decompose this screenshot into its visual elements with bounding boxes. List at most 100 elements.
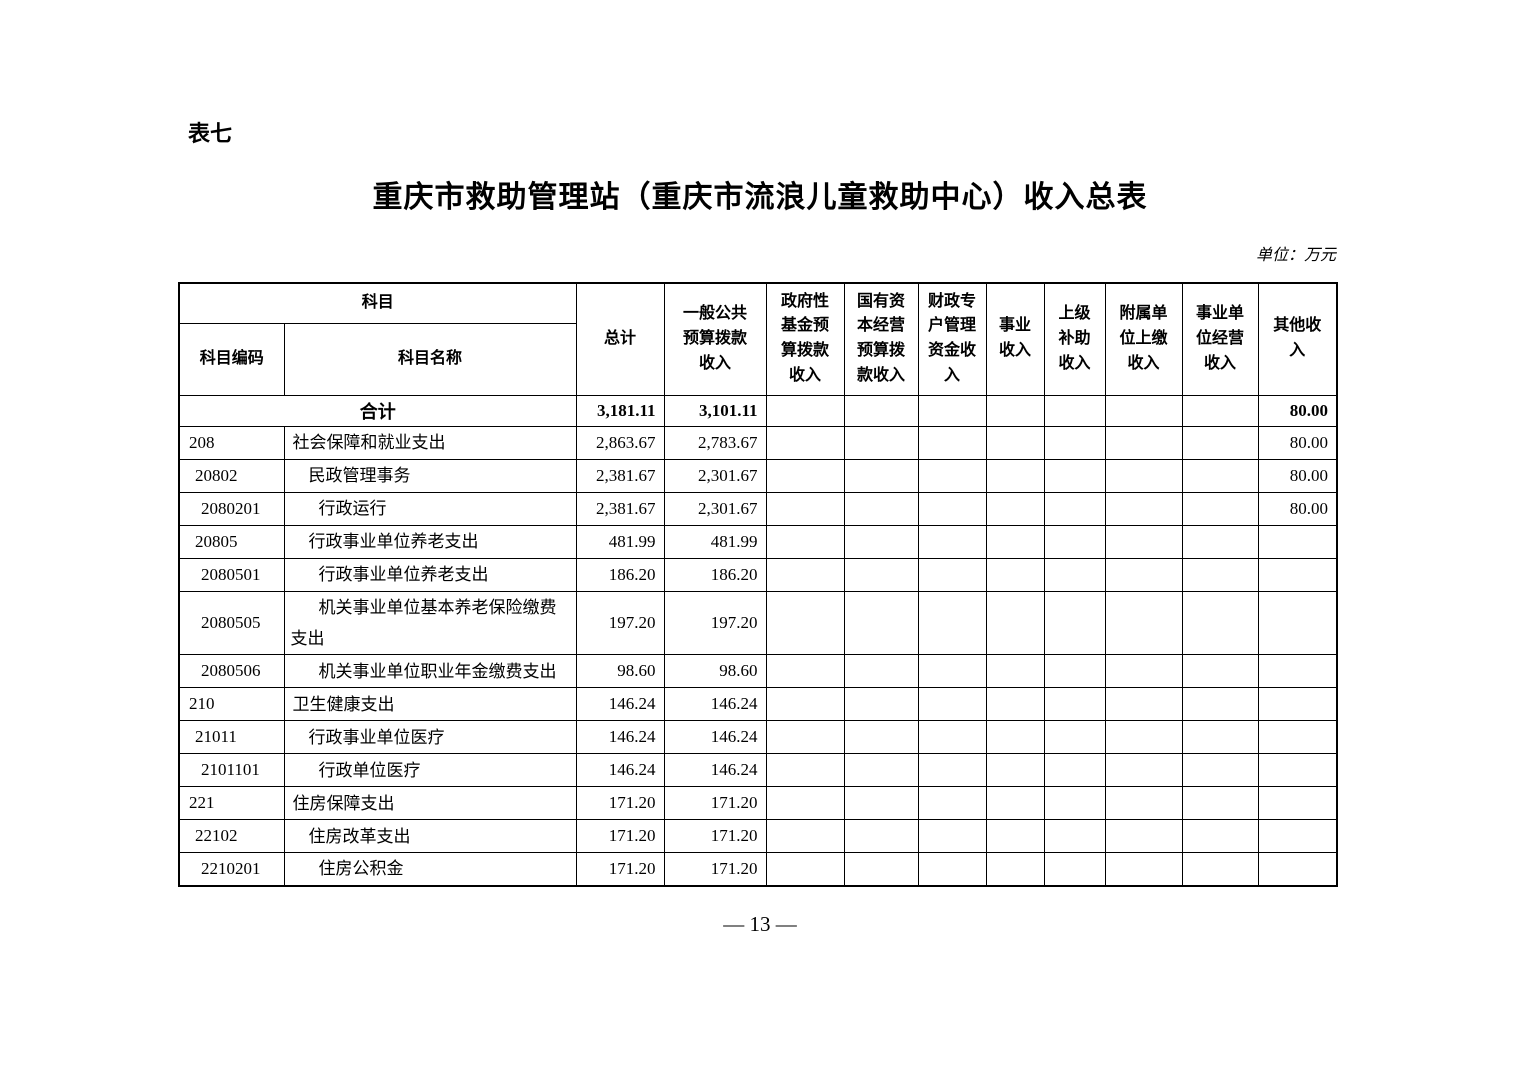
value-cell xyxy=(1043,720,1106,755)
value-cell: 146.24 xyxy=(575,687,665,722)
subject-name-cell: 行政事业单位养老支出 xyxy=(283,524,577,559)
table-label: 表七 xyxy=(188,121,233,146)
value-cell: 2,863.67 xyxy=(575,425,665,460)
value-cell xyxy=(985,590,1045,656)
subject-code-cell: 2101101 xyxy=(178,753,285,788)
subject-code-cell: 22102 xyxy=(178,819,285,854)
page-title: 重庆市救助管理站（重庆市流浪儿童救助中心）收入总表 xyxy=(372,181,1148,214)
value-cell xyxy=(917,786,987,821)
subject-name-cell: 住房改革支出 xyxy=(283,819,577,854)
value-cell xyxy=(1257,753,1338,788)
header-row-1: 科目 总计 一般公共 预算拨款 收入 政府性 基金预 算拨款 收入 国有资 本经… xyxy=(178,282,1338,396)
value-cell: 171.20 xyxy=(663,819,767,854)
value-cell xyxy=(985,458,1045,493)
value-cell: 171.20 xyxy=(663,786,767,821)
table-row: 2080505 机关事业单位基本养老保险缴费支出 197.20 197.20 xyxy=(178,590,1338,656)
col-header-superior-subsidy-income: 上级 补助 收入 xyxy=(1043,282,1106,396)
value-cell xyxy=(917,687,987,722)
subject-name-cell: 行政事业单位养老支出 xyxy=(283,557,577,592)
value-cell xyxy=(765,786,845,821)
table-row: 2080201 行政运行 2,381.67 2,301.67 80.00 xyxy=(178,491,1338,526)
value-cell xyxy=(1181,720,1259,755)
value-cell xyxy=(1104,394,1183,427)
value-cell xyxy=(843,852,919,887)
value-cell xyxy=(917,654,987,689)
value-cell xyxy=(1104,557,1183,592)
col-header-subject-code: 科目编码 xyxy=(178,322,285,396)
col-header-subject: 科目 xyxy=(178,282,577,324)
value-cell xyxy=(765,687,845,722)
value-cell xyxy=(1043,819,1106,854)
value-cell xyxy=(765,590,845,656)
col-header-subject-name: 科目名称 xyxy=(283,322,577,396)
table-row: 208 社会保障和就业支出 2,863.67 2,783.67 80.00 xyxy=(178,425,1338,460)
table-row: 20805 行政事业单位养老支出 481.99 481.99 xyxy=(178,524,1338,559)
value-cell xyxy=(1257,786,1338,821)
value-cell xyxy=(843,753,919,788)
value-cell xyxy=(765,720,845,755)
value-cell xyxy=(1104,590,1183,656)
value-cell xyxy=(843,394,919,427)
table-header: 科目 总计 一般公共 预算拨款 收入 政府性 基金预 算拨款 收入 国有资 本经… xyxy=(178,282,1338,396)
table-row: 22102 住房改革支出 171.20 171.20 xyxy=(178,819,1338,854)
value-cell xyxy=(1104,425,1183,460)
subject-code-cell: 21011 xyxy=(178,720,285,755)
value-cell: 80.00 xyxy=(1257,425,1338,460)
value-cell: 3,181.11 xyxy=(575,394,665,427)
subject-code-cell: 2080506 xyxy=(178,654,285,689)
subject-name-cell: 机关事业单位职业年金缴费支出 xyxy=(283,654,577,689)
value-cell xyxy=(985,786,1045,821)
value-cell xyxy=(1181,753,1259,788)
value-cell xyxy=(917,425,987,460)
value-cell xyxy=(1043,524,1106,559)
value-cell xyxy=(1181,590,1259,656)
value-cell: 197.20 xyxy=(575,590,665,656)
value-cell xyxy=(765,491,845,526)
value-cell xyxy=(1257,852,1338,887)
unit-note: 单位：万元 xyxy=(1255,247,1336,264)
value-cell: 171.20 xyxy=(575,786,665,821)
value-cell: 171.20 xyxy=(663,852,767,887)
value-cell xyxy=(765,458,845,493)
value-cell xyxy=(985,687,1045,722)
value-cell xyxy=(843,425,919,460)
value-cell xyxy=(765,654,845,689)
subject-name-cell: 机关事业单位基本养老保险缴费支出 xyxy=(283,590,577,656)
value-cell: 2,381.67 xyxy=(575,491,665,526)
value-cell: 2,783.67 xyxy=(663,425,767,460)
value-cell xyxy=(1043,687,1106,722)
value-cell xyxy=(1043,425,1106,460)
col-header-business-operation-income: 事业单 位经营 收入 xyxy=(1181,282,1259,396)
value-cell xyxy=(765,557,845,592)
value-cell xyxy=(1104,491,1183,526)
table-row: 2080506 机关事业单位职业年金缴费支出 98.60 98.60 xyxy=(178,654,1338,689)
value-cell: 98.60 xyxy=(575,654,665,689)
subject-code-cell: 2080201 xyxy=(178,491,285,526)
value-cell: 98.60 xyxy=(663,654,767,689)
subject-name-cell: 行政运行 xyxy=(283,491,577,526)
page-number: — 13 — xyxy=(723,912,797,936)
value-cell xyxy=(917,852,987,887)
value-cell: 146.24 xyxy=(663,687,767,722)
value-cell xyxy=(1043,394,1106,427)
value-cell xyxy=(1257,720,1338,755)
table-row: 2210201 住房公积金 171.20 171.20 xyxy=(178,852,1338,887)
subject-name-cell: 卫生健康支出 xyxy=(283,687,577,722)
value-cell: 171.20 xyxy=(575,819,665,854)
table-body: 合计 3,181.11 3,101.11 80.00 208 社会保障和就业支出 2… xyxy=(178,394,1338,887)
value-cell: 197.20 xyxy=(663,590,767,656)
value-cell xyxy=(843,786,919,821)
value-cell xyxy=(843,590,919,656)
subject-code-cell: 2210201 xyxy=(178,852,285,887)
table-row: 210 卫生健康支出 146.24 146.24 xyxy=(178,687,1338,722)
value-cell xyxy=(765,852,845,887)
value-cell xyxy=(843,819,919,854)
value-cell xyxy=(1181,654,1259,689)
value-cell xyxy=(1181,491,1259,526)
value-cell xyxy=(843,557,919,592)
col-header-affiliated-unit-remit-income: 附属单 位上缴 收入 xyxy=(1104,282,1183,396)
value-cell xyxy=(1257,557,1338,592)
value-cell: 146.24 xyxy=(663,753,767,788)
value-cell xyxy=(917,524,987,559)
